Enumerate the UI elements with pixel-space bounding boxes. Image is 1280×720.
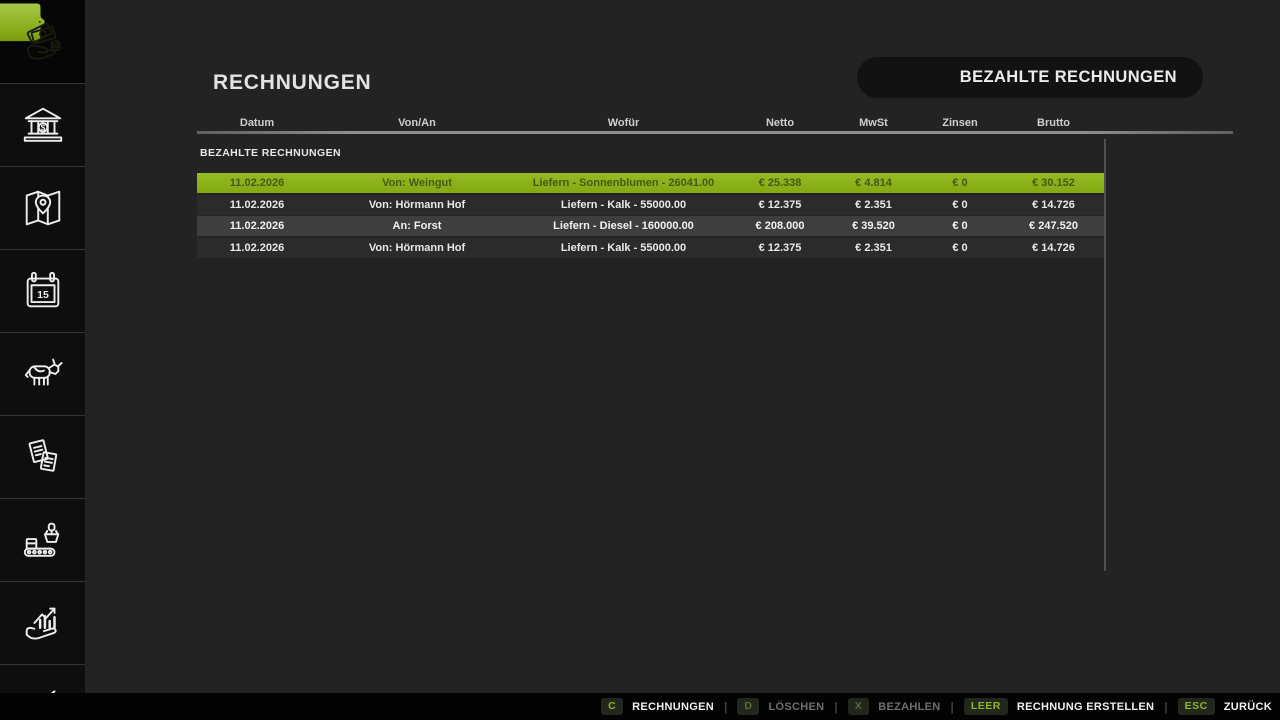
hotkey-bezahlen[interactable]: X BEZAHLEN: [847, 698, 941, 715]
column-header-wofuer: Wofür: [607, 117, 640, 129]
map-icon: [25, 190, 60, 226]
bank-icon: $: [23, 107, 62, 142]
table-scrollbar[interactable]: [1104, 139, 1106, 571]
cell-von-an: Von: Hörmann Hof: [368, 241, 466, 254]
hotkey-label: ZURÜCK: [1223, 700, 1272, 713]
column-header-zinsen: Zinsen: [942, 117, 978, 129]
sidebar-item-finances[interactable]: [0, 0, 85, 83]
table-row[interactable]: 11.02.2026 Von: Hörmann Hof Liefern - Ka…: [197, 237, 1104, 258]
hotkey-label: BEZAHLEN: [878, 700, 941, 713]
documents-icon: [28, 439, 57, 472]
column-header-datum: Datum: [239, 117, 275, 129]
keycap-d: D: [737, 698, 760, 715]
cell-datum: 11.02.2026: [229, 220, 285, 232]
cell-von-an: Von: Hörmann Hof: [368, 198, 466, 211]
paid-invoices-button[interactable]: BEZAHLTE RECHNUNGEN: [857, 57, 1203, 98]
cell-wofuer: Liefern - Sonnenblumen - 26041.00: [532, 177, 715, 189]
keycap-esc: ESC: [1177, 698, 1215, 715]
hotkey-rechnungen[interactable]: C RECHNUNGEN: [601, 698, 714, 715]
cell-brutto: € 30.152: [1032, 177, 1075, 189]
hotkey-rechnung-erstellen[interactable]: LEER RECHNUNG ERSTELLEN: [963, 698, 1155, 715]
hotkey-bar: C RECHNUNGEN | D LÖSCHEN | X BEZAHLEN | …: [0, 693, 1280, 720]
invoice-rows: 11.02.2026 Von: Weingut Liefern - Sonnen…: [197, 173, 1104, 259]
tab-dot-icon: [38, 20, 41, 23]
main-panel: [85, 0, 1280, 693]
header-underline: [197, 131, 1233, 134]
partial-icon: [50, 690, 55, 693]
svg-text:15: 15: [37, 289, 49, 301]
cell-zinsen: € 0: [952, 220, 968, 232]
cell-zinsen: € 0: [952, 241, 968, 254]
sidebar-item-contracts[interactable]: [0, 415, 85, 498]
column-header-mwst: MwSt: [859, 117, 888, 129]
hotkey-loeschen[interactable]: D LÖSCHEN: [737, 698, 824, 715]
sidebar-item-production[interactable]: [0, 498, 85, 581]
table-section-label: BEZAHLTE RECHNUNGEN: [200, 147, 341, 159]
cell-von-an: An: Forst: [392, 220, 442, 232]
cell-mwst: € 39.520: [852, 220, 895, 232]
hotkey-zurueck[interactable]: ESC ZURÜCK: [1177, 698, 1272, 715]
cell-brutto: € 14.726: [1032, 198, 1075, 211]
cell-von-an: Von: Weingut: [382, 177, 452, 189]
sidebar-item-animals[interactable]: [0, 332, 85, 415]
sidebar: $ 15: [0, 0, 85, 693]
cell-netto: € 12.375: [758, 198, 802, 211]
production-icon: [23, 522, 59, 557]
keycap-c: C: [601, 698, 624, 715]
table-row[interactable]: 11.02.2026 Von: Weingut Liefern - Sonnen…: [197, 173, 1104, 193]
cell-wofuer: Liefern - Kalk - 55000.00: [560, 198, 687, 211]
hotkey-label: RECHNUNG ERSTELLEN: [1016, 700, 1155, 713]
hotkey-separator: |: [1164, 699, 1168, 714]
cell-zinsen: € 0: [952, 177, 968, 189]
hotkey-separator: |: [834, 699, 838, 714]
page-title: RECHNUNGEN: [213, 71, 372, 94]
cell-brutto: € 14.726: [1032, 241, 1075, 254]
cell-mwst: € 2.351: [855, 198, 892, 211]
cell-datum: 11.02.2026: [229, 177, 285, 189]
keycap-leer: LEER: [963, 698, 1008, 715]
column-header-netto: Netto: [765, 117, 795, 129]
keycap-x: X: [847, 698, 870, 715]
money-hand-icon: [26, 22, 60, 60]
sidebar-item-more[interactable]: [0, 664, 85, 693]
cell-datum: 11.02.2026: [229, 241, 285, 254]
cell-wofuer: Liefern - Diesel - 160000.00: [553, 220, 694, 232]
table-row[interactable]: 11.02.2026 An: Forst Liefern - Diesel - …: [197, 216, 1104, 236]
hotkey-label: RECHNUNGEN: [632, 700, 714, 713]
statistics-icon: [25, 607, 57, 640]
cell-wofuer: Liefern - Kalk - 55000.00: [560, 241, 687, 254]
column-header-brutto: Brutto: [1037, 117, 1070, 129]
cell-netto: € 208.000: [755, 220, 805, 232]
svg-text:$: $: [40, 124, 45, 133]
cow-icon: [24, 358, 63, 386]
cell-datum: 11.02.2026: [229, 198, 285, 211]
sidebar-item-calendar[interactable]: 15: [0, 249, 85, 332]
cell-netto: € 12.375: [758, 241, 802, 254]
cell-netto: € 25.338: [758, 177, 802, 189]
cell-brutto: € 247.520: [1029, 220, 1078, 232]
cell-zinsen: € 0: [952, 198, 968, 211]
calendar-icon: 15: [26, 271, 59, 308]
sidebar-item-map[interactable]: [0, 166, 85, 249]
hotkey-separator: |: [950, 699, 954, 714]
hotkey-label: LÖSCHEN: [768, 700, 825, 713]
hotkey-separator: |: [724, 699, 728, 714]
table-column-headers: Datum Von/An Wofür Netto MwSt Zinsen Bru…: [197, 115, 1104, 131]
cell-mwst: € 4.814: [855, 177, 892, 189]
column-header-von-an: Von/An: [398, 117, 436, 129]
table-row[interactable]: 11.02.2026 Von: Hörmann Hof Liefern - Ka…: [197, 194, 1104, 215]
cell-mwst: € 2.351: [855, 241, 892, 254]
sidebar-item-bank[interactable]: $: [0, 83, 85, 166]
sidebar-item-statistics[interactable]: [0, 581, 85, 664]
